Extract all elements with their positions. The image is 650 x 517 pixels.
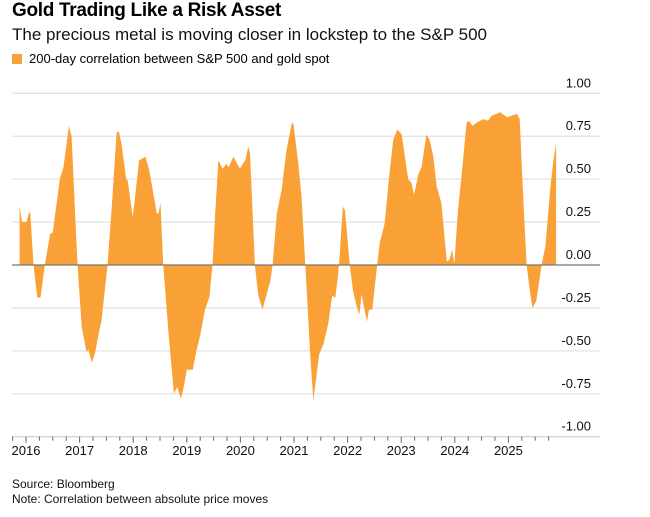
x-tick-label: 2018 bbox=[119, 443, 148, 458]
y-tick-label: -0.25 bbox=[561, 290, 591, 305]
legend-label: 200-day correlation between S&P 500 and … bbox=[29, 51, 330, 66]
footnote: Note: Correlation between absolute price… bbox=[12, 492, 269, 506]
y-tick-label: 0.25 bbox=[566, 204, 591, 219]
x-tick-label: 2020 bbox=[226, 443, 255, 458]
gridlines bbox=[12, 92, 600, 395]
y-tick-label: 0.75 bbox=[566, 118, 591, 133]
legend-swatch bbox=[12, 53, 22, 64]
chart-title: Gold Trading Like a Risk Asset bbox=[12, 0, 282, 21]
y-tick-label: -0.75 bbox=[561, 376, 591, 391]
legend: 200-day correlation between S&P 500 and … bbox=[12, 51, 329, 66]
chart-subtitle: The precious metal is moving closer in l… bbox=[12, 25, 487, 44]
x-tick-label: 2021 bbox=[280, 443, 309, 458]
x-tick-label: 2022 bbox=[333, 443, 362, 458]
y-tick-label: 1.00 bbox=[566, 75, 591, 90]
source-note: Source: Bloomberg bbox=[12, 477, 115, 491]
y-tick-label: -0.50 bbox=[561, 333, 591, 348]
x-tick-label: 2016 bbox=[12, 443, 41, 458]
x-tick-label: 2017 bbox=[65, 443, 94, 458]
x-tick-label: 2025 bbox=[494, 443, 523, 458]
y-tick-label: -1.00 bbox=[561, 419, 591, 434]
x-tick-label: 2023 bbox=[387, 443, 416, 458]
correlation-area bbox=[19, 112, 557, 401]
y-tick-label: 0.00 bbox=[566, 247, 591, 262]
y-axis-labels: 1.00 0.75 0.50 0.25 0.00 -0.25 -0.50 -0.75 -1.00 bbox=[561, 75, 591, 433]
x-tick-label: 2024 bbox=[440, 443, 469, 458]
x-tick-label: 2019 bbox=[172, 443, 201, 458]
y-tick-label: 0.50 bbox=[566, 161, 591, 176]
x-axis: 2016 2017 2018 2019 2020 2021 2022 2023 2024 2025 bbox=[12, 436, 600, 458]
